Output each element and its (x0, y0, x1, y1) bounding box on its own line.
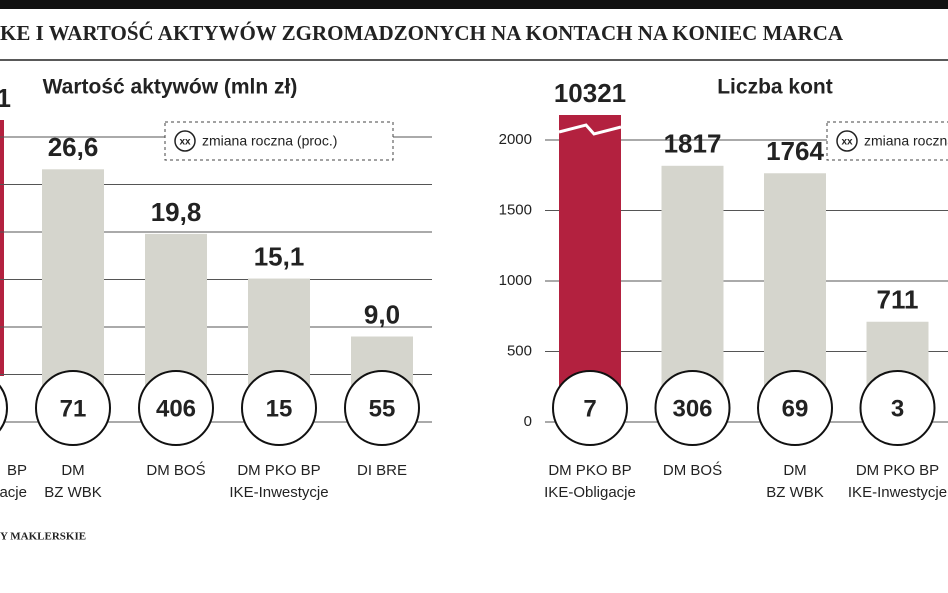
cropped-bar (0, 120, 4, 376)
chart-title: Wartość aktywów (mln zł) (43, 76, 298, 99)
x-tick-label: DM PKO BP (856, 462, 939, 479)
change-value: 71 (60, 395, 87, 422)
y-tick-label: 0 (524, 413, 532, 430)
change-circle (859, 370, 936, 446)
change-circle (344, 370, 420, 446)
x-tick-label: DI BRE (357, 462, 407, 479)
legend-label: zmiana roczna (proc.) (864, 133, 948, 149)
legend-symbol-circle (174, 130, 196, 152)
x-tick-label: DM (783, 462, 806, 479)
top-band (0, 0, 948, 9)
x-tick-label: IKE-Inwestycje (229, 484, 328, 501)
change-value: 306 (672, 395, 712, 422)
change-value: 7 (583, 395, 596, 422)
change-circle (241, 370, 317, 446)
change-value: 69 (782, 395, 809, 422)
y-tick-label: 1000 (499, 272, 532, 289)
value-label: 19,8 (151, 197, 202, 227)
x-tick-label: BZ WBK (766, 484, 824, 501)
x-tick-label: DM PKO BP (237, 462, 320, 479)
value-label: 1764 (766, 136, 824, 166)
y-tick-label: 500 (507, 342, 532, 359)
y-tick-label: 1500 (499, 201, 532, 218)
legend: xx zmiana roczna (proc.) (826, 121, 948, 161)
x-tick-label: DM (61, 462, 84, 479)
value-label: 26,6 (48, 132, 99, 162)
y-tick-label: 2000 (499, 131, 532, 148)
value-label: 10321 (554, 78, 626, 108)
bar (559, 115, 621, 422)
legend-box (164, 121, 394, 161)
value-label: 711 (877, 285, 919, 315)
x-tick-label: BP (7, 462, 27, 479)
legend: xx zmiana roczna (proc.) (164, 121, 394, 161)
chart-title: Liczba kont (717, 76, 833, 99)
change-circle (0, 384, 8, 432)
x-tick-label: DM BOŚ (663, 461, 722, 479)
x-tick-label: DM PKO BP (548, 462, 631, 479)
x-tick-label: acje (0, 484, 27, 501)
change-value: 15 (266, 395, 293, 422)
change-circle (757, 370, 833, 446)
legend-symbol: xx (841, 137, 853, 148)
page-title: KE I WARTOŚĆ AKTYWÓW ZGROMADZONYCH NA KO… (0, 21, 844, 45)
change-circle (552, 370, 628, 446)
legend-symbol-circle (836, 130, 858, 152)
change-value: 3 (891, 395, 904, 422)
x-tick-label: BZ WBK (44, 484, 102, 501)
change-circle (654, 370, 731, 446)
axis-break (558, 123, 622, 136)
source: Y MAKLERSKIE (0, 531, 86, 543)
value-label: 1 (0, 83, 11, 113)
x-tick-label: IKE-Obligacje (544, 484, 636, 501)
change-value: 406 (156, 395, 196, 422)
value-label: 9,0 (364, 299, 400, 329)
value-label: 15,1 (254, 241, 305, 271)
change-circle (138, 370, 214, 446)
x-tick-label: IKE-Inwestycje (848, 484, 947, 501)
value-label: 1817 (664, 129, 722, 159)
legend-symbol: xx (179, 137, 191, 148)
change-circle (35, 370, 111, 446)
change-value: 55 (369, 395, 396, 422)
x-tick-label: DM BOŚ (146, 461, 205, 479)
legend-label: zmiana roczna (proc.) (202, 133, 337, 149)
